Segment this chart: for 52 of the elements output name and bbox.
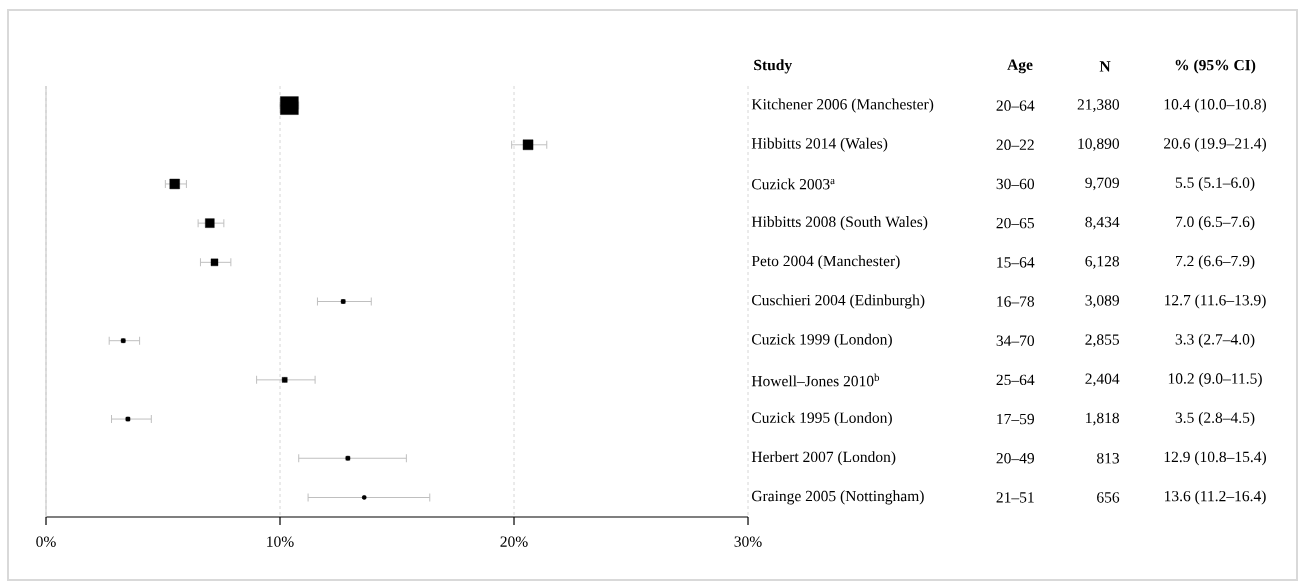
text: 10.2 (9.0–11.5) [1168,372,1262,387]
text: 7.0 (6.5–7.6) [1176,216,1255,231]
text: 1,818 [1086,412,1120,426]
text: 20–22 [996,139,1034,151]
x-tick-label: 0% [36,536,56,547]
y-tick-label: Cuzick 1995 (London) [752,412,892,427]
text: 16–78 [997,296,1035,307]
text: 813 [1096,453,1120,464]
y-tick-label: Howell–Jones 2010$^{b}$ [751,373,880,387]
y-tick-label: Cuzick 1999 (London) [752,333,892,348]
text: 10.4 (10.0–10.8) [1164,98,1266,113]
text: 20–65 [996,217,1035,229]
y-tick-label: Cuschieri 2004 (Edinburgh) [752,294,925,309]
text: 6,128 [1085,255,1120,269]
text: % (95% CI) [1175,59,1256,74]
text: 20–64 [996,100,1035,111]
text: 8,434 [1085,216,1120,230]
text: 25–64 [996,374,1035,386]
y-tick-label: Peto 2004 (Manchester) [751,255,900,270]
y-tick-label: Kitchener 2006 (Manchester) [751,98,934,113]
text: 34–70 [996,335,1035,346]
text: 2,855 [1085,334,1120,348]
y-tick-label: Herbert 2007 (London) [751,451,896,466]
y-tick-label: Hibbitts 2008 (South Wales) [751,216,928,231]
text: 2,404 [1085,373,1120,387]
text: N [1099,61,1111,72]
text: 30–60 [996,178,1035,190]
text: 12.9 (10.8–15.4) [1164,451,1266,466]
text: 7.2 (6.6–7.9) [1176,255,1255,270]
text: 9,709 [1085,177,1119,191]
y-tick-label: Grainge 2005 (Nottingham) [752,490,924,505]
x-tick-label: 10% [267,536,294,547]
x-tick-label: 20% [500,536,528,547]
text: 17–59 [997,413,1034,425]
text: 3.3 (2.7–4.0) [1175,333,1255,348]
text: 5.5 (5.1–6.0) [1175,176,1255,191]
text: 656 [1097,492,1120,503]
text: 21–51 [996,492,1034,503]
y-tick-label: Cuzick 2003$^{a}$ [752,178,835,190]
text: 10,890 [1078,138,1120,152]
y-tick-label: Hibbitts 2014 (Wales) [751,137,888,152]
text: 20.6 (19.9–21.4) [1164,137,1266,152]
text: 20–49 [996,453,1034,464]
text: 13.6 (11.2–16.4) [1165,490,1266,505]
text: 12.7 (11.6–13.9) [1165,294,1266,309]
text: Age [1007,59,1033,74]
text: Study [754,59,792,74]
text: 3,089 [1085,295,1119,308]
text: 15–64 [997,257,1035,268]
text: 3.5 (2.8–4.5) [1175,412,1255,427]
text: 21,380 [1077,99,1120,112]
x-tick-label: 30% [734,536,762,547]
